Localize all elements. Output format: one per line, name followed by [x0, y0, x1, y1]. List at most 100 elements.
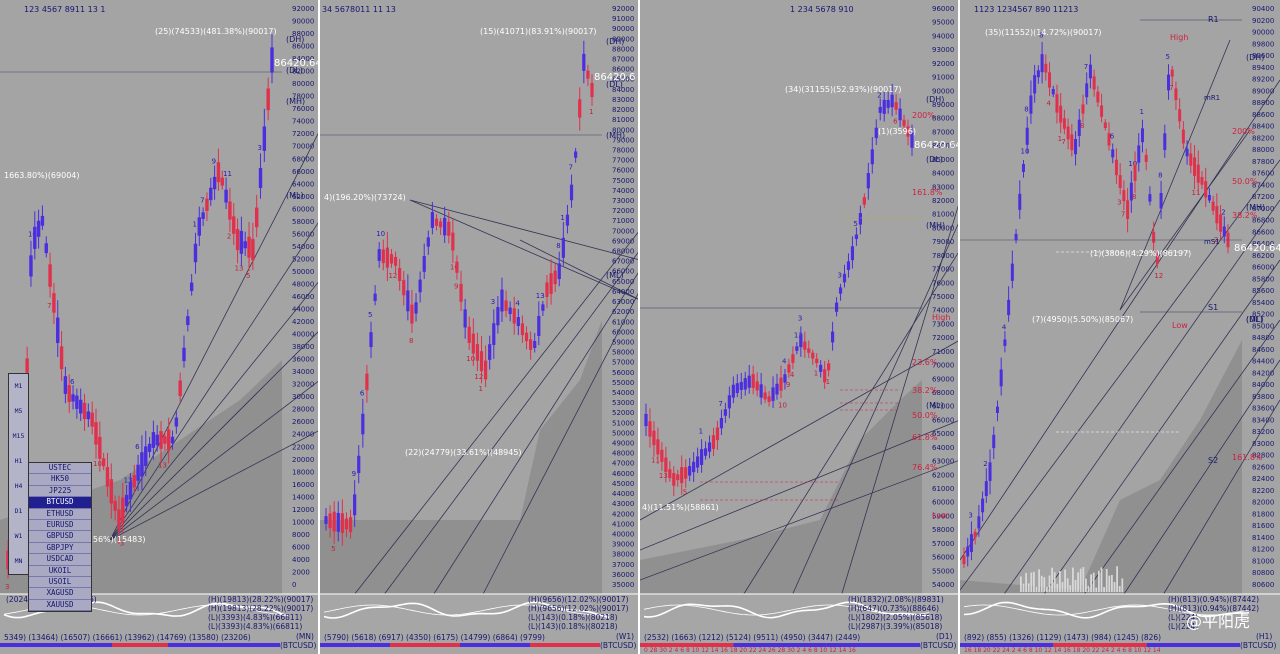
price-axis-label: 85000	[612, 76, 634, 84]
tf-item-w1[interactable]: W1	[14, 532, 23, 540]
candle-body	[239, 230, 244, 254]
symbol-item-btcusd[interactable]: BTCUSD	[29, 497, 91, 509]
candle-body	[166, 429, 171, 451]
wave-number: 1	[1139, 108, 1143, 116]
candle-body	[962, 555, 966, 565]
price-axis-label: 77000	[932, 266, 954, 274]
price-axis-label: 83000	[612, 96, 634, 104]
symbol-item-usoil[interactable]: USOIL	[29, 577, 91, 589]
candle-body	[902, 119, 906, 127]
price-axis-label: 66000	[292, 168, 314, 176]
symbol-item-gbpusd[interactable]: GBPUSD	[29, 531, 91, 543]
candle-body	[365, 373, 369, 391]
candle-body	[508, 307, 512, 314]
symbol-item-ukoil[interactable]: UKOIL	[29, 566, 91, 577]
candle-body	[775, 383, 779, 395]
symbol-item-hk50[interactable]: HK50	[29, 474, 91, 486]
symbol-item-ustec[interactable]: USTEC	[29, 463, 91, 475]
candle-body	[336, 512, 340, 532]
candle-body	[553, 270, 557, 285]
tf-item-d1[interactable]: D1	[14, 507, 23, 515]
candle-body	[1021, 164, 1025, 172]
symbol-item-eurusd[interactable]: EURUSD	[29, 520, 91, 532]
symbol-item-usdcad[interactable]: USDCAD	[29, 554, 91, 566]
candle-body	[660, 449, 664, 462]
candle-body	[715, 427, 720, 441]
candle-body	[235, 229, 240, 251]
candle-body	[186, 316, 190, 326]
volume-bar	[1051, 567, 1053, 592]
candle-body	[90, 412, 94, 427]
wave-number: 4	[1002, 324, 1007, 332]
stat-low-1: (L)(143)(0.18%)(80218)	[528, 613, 618, 622]
tf-item-mn[interactable]: MN	[14, 557, 23, 565]
wave-number: 2	[1221, 209, 1225, 217]
candle-body	[827, 363, 831, 371]
tf-item-h4[interactable]: H4	[14, 482, 23, 490]
price-axis-label: 86200	[1252, 252, 1274, 260]
wave-number: 10	[376, 230, 385, 238]
candle-body	[422, 256, 426, 272]
chart-panel-daily[interactable]: 11 13 5 1 7 10 4 9 4 12 3 1 1 3 5 2 6 96000 95000 94000 9300…	[640, 0, 960, 654]
price-axis-label: 93000	[932, 46, 954, 54]
price-axis-label: 71000	[612, 217, 634, 225]
candle-body	[144, 446, 148, 466]
candle-body	[467, 326, 471, 343]
candle-body	[418, 279, 422, 293]
wave-number: 12	[1154, 272, 1163, 280]
volume-bar	[1085, 578, 1087, 592]
wave-number: 1	[814, 369, 818, 377]
price-axis-label: 72000	[292, 130, 314, 138]
symbol-label: (BTCUSD)	[1240, 641, 1276, 650]
symbol-item-jp225[interactable]: JP225	[29, 486, 91, 498]
tf-item-h1[interactable]: H1	[14, 457, 23, 465]
candle-body	[1140, 128, 1144, 143]
symbol-item-gbpjpy[interactable]: GBPJPY	[29, 543, 91, 555]
candle-body	[815, 358, 819, 364]
mid-annotation: 1663.80%)(69004)	[4, 171, 80, 180]
price-axis-label: 6000	[292, 543, 310, 551]
candle-body	[500, 289, 504, 312]
tf-item-m1[interactable]: M1	[14, 382, 23, 390]
candle-body	[1137, 145, 1141, 163]
price-axis-label: 86600	[1252, 228, 1274, 236]
symbol-item-ethusd[interactable]: ETHUSD	[29, 509, 91, 520]
tf-item-m5[interactable]: M5	[14, 407, 23, 415]
date-axis: 0 28 30 2 4 6 8 10 12 14 16 18 20 22 24 …	[644, 647, 856, 654]
price-axis-label: 54000	[932, 581, 954, 589]
price-axis-label: 38000	[612, 551, 634, 559]
price-axis-label: 78000	[292, 93, 314, 101]
candle-body	[151, 432, 156, 448]
price-axis-label: 85000	[932, 156, 954, 164]
price-axis-label: 85000	[1252, 322, 1274, 330]
wave-number: 13	[659, 472, 668, 480]
wave-number: 9	[786, 381, 790, 389]
dl-label: (DL)	[926, 155, 943, 164]
symbol-item-xagusd[interactable]: XAGUSD	[29, 588, 91, 600]
price-axis-label: 87000	[1252, 205, 1274, 213]
current-price-label: 86420.6	[594, 72, 635, 83]
price-axis-label: 43000	[612, 500, 634, 508]
candle-body	[977, 516, 981, 529]
price-axis-label: 73000	[612, 197, 634, 205]
price-axis-label: 36000	[612, 571, 634, 579]
price-axis-label: 94000	[932, 32, 954, 40]
chart-panel-weekly[interactable]: 5 9 6 5 10 12 8 10 9 10 12 1 3 4 13 8 1 7 1 92000 91000 90000…	[320, 0, 640, 654]
price-axis-label: 70000	[292, 143, 314, 151]
price-axis-label: 86400	[1252, 240, 1274, 248]
tf-item-m15[interactable]: M15	[12, 432, 25, 440]
price-axis-label: 12000	[292, 506, 314, 514]
symbol-list[interactable]: USTEC HK50 JP225 BTCUSD ETHUSD EURUSD GBPUSD GB…	[28, 462, 92, 613]
candle-body	[1167, 74, 1171, 91]
chart-panel-hourly[interactable]: 3 2 4 10 8 8 4 1 7 8 7 6 3 7 10 8 1 12 8 5 7 11 2 2 90400 90200 90…	[960, 0, 1280, 654]
price-axis-label: 72000	[932, 334, 954, 342]
symbol-item-xauusd[interactable]: XAUUSD	[29, 600, 91, 612]
candle-body	[170, 436, 175, 444]
candle-body	[1010, 263, 1014, 281]
timeframe-selector[interactable]: M1 M5 M15 H1 H4 D1 W1 MN	[8, 373, 29, 575]
chart-panel-monthly[interactable]: 3725107610313613179112135392000900008800…	[0, 0, 320, 654]
price-axis-label: 75000	[932, 293, 954, 301]
